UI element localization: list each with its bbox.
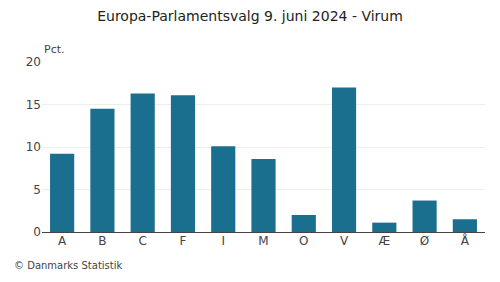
svg-text:© Danmarks Statistik: © Danmarks Statistik <box>14 260 123 271</box>
svg-text:O: O <box>299 234 308 248</box>
svg-text:0: 0 <box>33 225 41 239</box>
svg-text:Å: Å <box>461 233 470 248</box>
svg-text:B: B <box>98 234 106 248</box>
svg-text:I: I <box>221 234 225 248</box>
svg-text:A: A <box>58 234 67 248</box>
svg-text:Ø: Ø <box>420 234 429 248</box>
svg-text:10: 10 <box>26 140 41 154</box>
svg-text:20: 20 <box>26 55 41 69</box>
svg-text:V: V <box>340 234 349 248</box>
svg-text:F: F <box>179 234 186 248</box>
svg-text:Æ: Æ <box>378 234 390 248</box>
svg-text:Europa-Parlamentsvalg 9. juni: Europa-Parlamentsvalg 9. juni 2024 - Vir… <box>97 8 403 24</box>
svg-text:15: 15 <box>26 98 41 112</box>
svg-text:Pct.: Pct. <box>44 43 65 56</box>
svg-text:C: C <box>138 234 146 248</box>
svg-text:M: M <box>258 234 268 248</box>
svg-text:5: 5 <box>33 183 41 197</box>
